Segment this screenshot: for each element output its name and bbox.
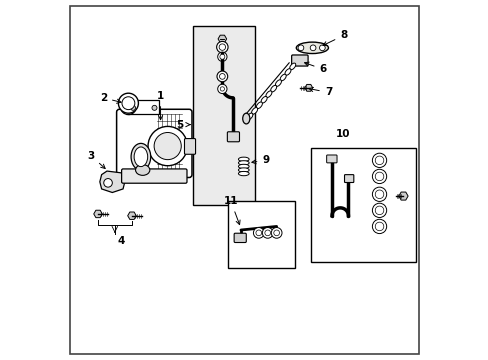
Circle shape — [298, 45, 303, 51]
Circle shape — [372, 203, 386, 217]
Ellipse shape — [280, 74, 285, 81]
Circle shape — [374, 222, 383, 231]
Ellipse shape — [238, 157, 248, 161]
Circle shape — [374, 172, 383, 181]
Text: 7: 7 — [308, 87, 331, 98]
FancyBboxPatch shape — [116, 109, 192, 177]
Circle shape — [372, 153, 386, 167]
Ellipse shape — [265, 91, 271, 98]
FancyBboxPatch shape — [234, 233, 246, 243]
Ellipse shape — [238, 161, 248, 165]
Ellipse shape — [246, 113, 252, 120]
Circle shape — [216, 41, 227, 53]
Ellipse shape — [134, 147, 147, 167]
Circle shape — [264, 230, 270, 236]
Polygon shape — [127, 212, 136, 220]
Circle shape — [220, 54, 224, 59]
Text: 10: 10 — [335, 129, 349, 139]
Bar — [228, 202, 294, 267]
Circle shape — [255, 230, 261, 236]
Circle shape — [372, 187, 386, 202]
Text: 8: 8 — [323, 30, 346, 45]
Circle shape — [219, 73, 225, 79]
Circle shape — [271, 228, 282, 238]
FancyBboxPatch shape — [227, 132, 239, 142]
Circle shape — [319, 45, 325, 51]
Bar — [192, 26, 255, 205]
Text: 9: 9 — [251, 156, 269, 165]
Text: 6: 6 — [304, 62, 326, 74]
Circle shape — [220, 87, 224, 91]
Polygon shape — [218, 35, 226, 42]
Text: 5: 5 — [176, 120, 190, 130]
Circle shape — [262, 228, 272, 238]
Circle shape — [122, 97, 135, 110]
Ellipse shape — [256, 102, 262, 109]
Circle shape — [152, 105, 157, 111]
Polygon shape — [398, 192, 407, 200]
Ellipse shape — [238, 164, 248, 168]
Bar — [310, 148, 415, 262]
Ellipse shape — [238, 171, 248, 176]
Text: 3: 3 — [87, 151, 105, 168]
Ellipse shape — [251, 108, 257, 114]
Text: 11: 11 — [223, 197, 240, 225]
Circle shape — [374, 190, 383, 199]
Circle shape — [374, 206, 383, 215]
Circle shape — [372, 169, 386, 184]
Circle shape — [273, 230, 279, 236]
Circle shape — [148, 126, 187, 166]
Circle shape — [130, 105, 135, 111]
Circle shape — [121, 99, 136, 114]
Ellipse shape — [131, 143, 150, 170]
Text: 2: 2 — [100, 93, 121, 103]
Ellipse shape — [289, 63, 295, 70]
Ellipse shape — [135, 165, 149, 175]
Circle shape — [372, 219, 386, 234]
FancyBboxPatch shape — [122, 169, 186, 183]
Bar — [128, 100, 159, 114]
Circle shape — [374, 156, 383, 165]
FancyBboxPatch shape — [344, 175, 353, 183]
FancyBboxPatch shape — [291, 55, 307, 66]
Ellipse shape — [285, 69, 290, 75]
Text: 1: 1 — [157, 91, 164, 120]
Polygon shape — [304, 85, 312, 91]
Ellipse shape — [296, 42, 328, 54]
Polygon shape — [94, 210, 102, 218]
Ellipse shape — [261, 96, 266, 103]
Text: 4: 4 — [117, 236, 125, 246]
Circle shape — [309, 45, 315, 51]
Ellipse shape — [275, 80, 281, 86]
Polygon shape — [100, 171, 124, 193]
Ellipse shape — [242, 113, 249, 124]
Circle shape — [118, 93, 138, 113]
Circle shape — [253, 228, 264, 238]
FancyBboxPatch shape — [326, 155, 336, 163]
Circle shape — [103, 179, 112, 187]
Ellipse shape — [270, 85, 276, 92]
Circle shape — [217, 84, 226, 94]
FancyBboxPatch shape — [184, 139, 195, 154]
Circle shape — [217, 71, 227, 82]
Circle shape — [154, 132, 181, 159]
Circle shape — [219, 44, 225, 50]
Ellipse shape — [238, 168, 248, 172]
Circle shape — [217, 52, 226, 62]
